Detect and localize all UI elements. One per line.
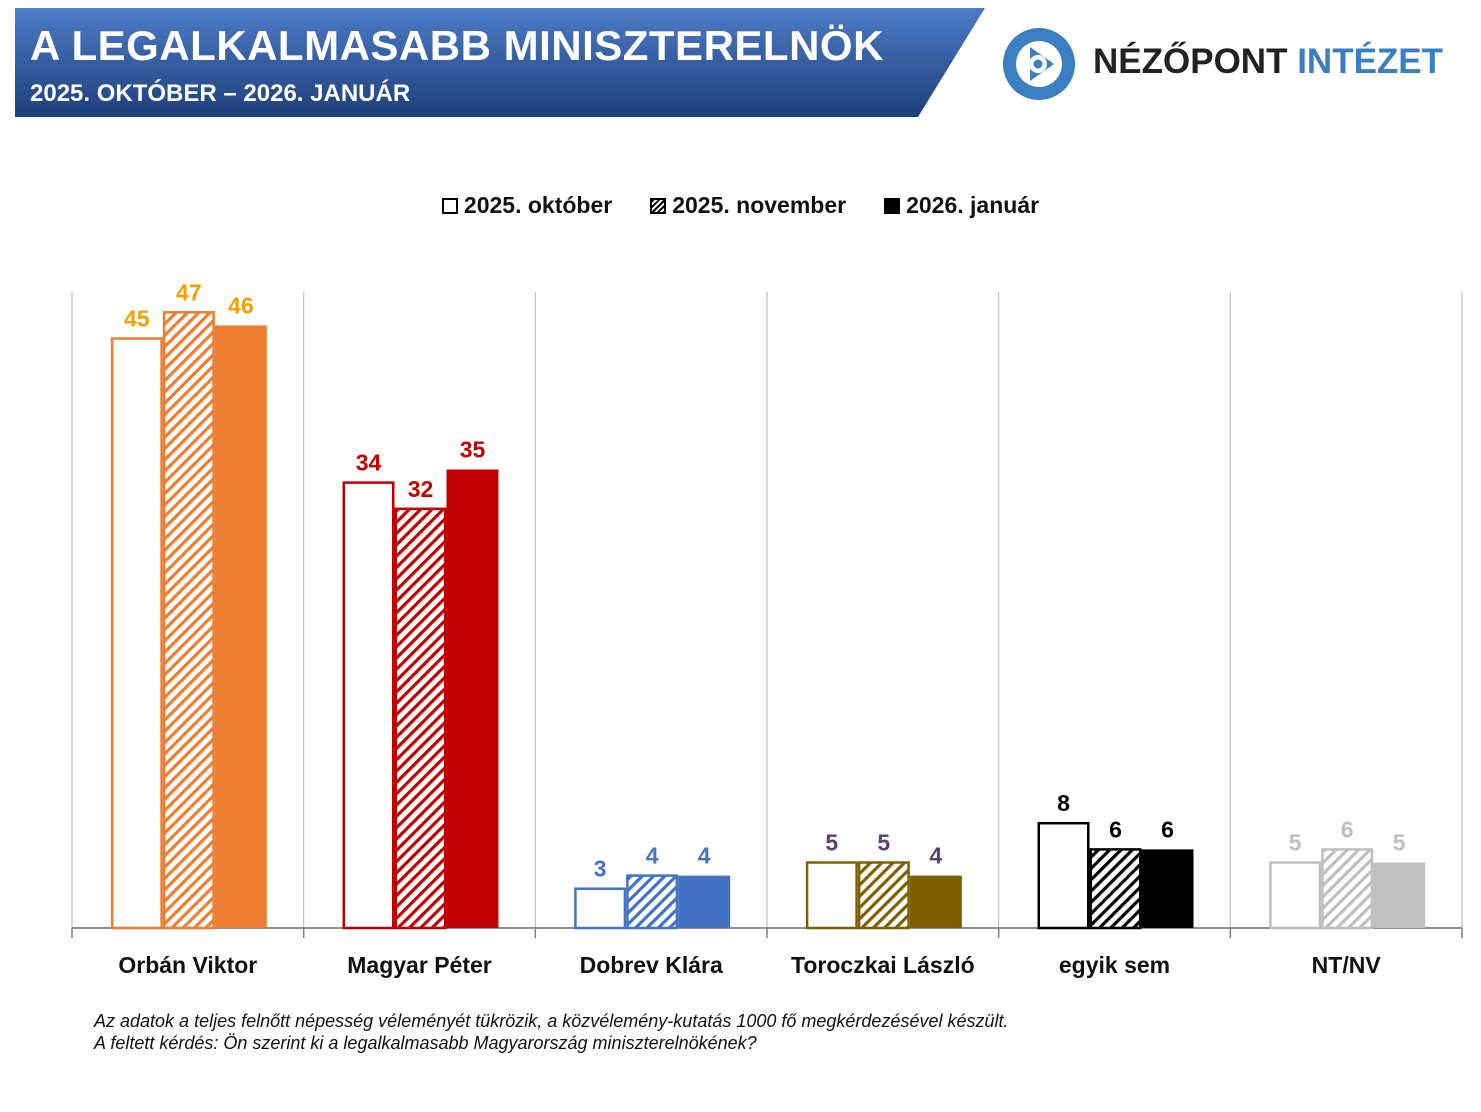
- bar: [342, 481, 395, 930]
- bar: [857, 861, 910, 930]
- legend-item-october: 2025. október: [441, 192, 613, 219]
- category-label: Dobrev Klára: [580, 952, 723, 978]
- logo-text-b: INTÉZET: [1297, 42, 1444, 81]
- bar: [626, 874, 679, 930]
- bar: [1089, 848, 1142, 930]
- data-label: 6: [1109, 816, 1122, 842]
- header-banner: [15, 8, 985, 117]
- bar: [1321, 848, 1374, 930]
- page-title: A LEGALKALMASABB MINISZTERELNÖK: [30, 22, 884, 69]
- bar: [110, 337, 163, 930]
- bar: [1269, 861, 1322, 930]
- data-label: 6: [1161, 816, 1174, 842]
- legend-label-january: 2026. január: [906, 192, 1040, 218]
- category-label: Magyar Péter: [347, 952, 492, 978]
- legend-label-november: 2025. november: [672, 192, 847, 218]
- data-label: 5: [877, 830, 890, 856]
- data-label: 5: [1289, 830, 1302, 856]
- legend-swatch-filled: [884, 197, 901, 214]
- logo-text: NÉZŐPONT INTÉZET: [1093, 42, 1443, 82]
- bar: [214, 325, 267, 928]
- page-subtitle: 2025. OKTÓBER – 2026. JANUÁR: [30, 80, 411, 107]
- legend-item-january: 2026. január: [884, 192, 1039, 219]
- data-label: 32: [408, 476, 434, 502]
- data-label: 8: [1057, 790, 1070, 816]
- legend-swatch-outline: [441, 197, 458, 214]
- bar: [805, 861, 858, 930]
- data-label: 5: [1393, 830, 1406, 856]
- legend-label-october: 2025. október: [463, 192, 613, 218]
- data-label: 45: [124, 306, 150, 332]
- nezopont-logo-icon: [1003, 28, 1075, 100]
- category-label: Toroczkai László: [791, 952, 975, 978]
- data-label: 6: [1341, 816, 1354, 842]
- legend-item-november: 2025. november: [650, 192, 846, 219]
- bar: [574, 887, 627, 930]
- logo-text-a: NÉZŐPONT: [1093, 42, 1288, 81]
- bar: [1037, 821, 1090, 930]
- category-label: egyik sem: [1059, 952, 1170, 978]
- data-label: 4: [929, 843, 942, 869]
- data-label: 47: [176, 279, 202, 305]
- data-label: 46: [228, 292, 254, 318]
- category-label: NT/NV: [1312, 952, 1382, 978]
- data-label: 3: [594, 856, 607, 882]
- data-label: 5: [825, 830, 838, 856]
- category-label: Orbán Viktor: [118, 952, 257, 978]
- footnote-line-2: A feltett kérdés: Ön szerint ki a legalk…: [94, 1033, 757, 1053]
- data-label: 34: [356, 450, 382, 476]
- footnote: Az adatok a teljes felnőtt népesség véle…: [94, 1010, 1009, 1054]
- data-label: 4: [646, 843, 659, 869]
- footnote-line-1: Az adatok a teljes felnőtt népesség véle…: [94, 1011, 1009, 1031]
- bar: [1141, 849, 1194, 928]
- bar: [394, 507, 447, 930]
- bar: [909, 875, 962, 928]
- legend-swatch-hatched: [650, 197, 667, 214]
- bar: [162, 311, 215, 930]
- data-label: 35: [460, 437, 486, 463]
- bar: [446, 469, 499, 928]
- bar: [1373, 862, 1426, 928]
- bar: [678, 875, 731, 928]
- data-label: 4: [698, 843, 711, 869]
- chart-legend: 2025. október 2025. november 2026. januá…: [0, 192, 1481, 219]
